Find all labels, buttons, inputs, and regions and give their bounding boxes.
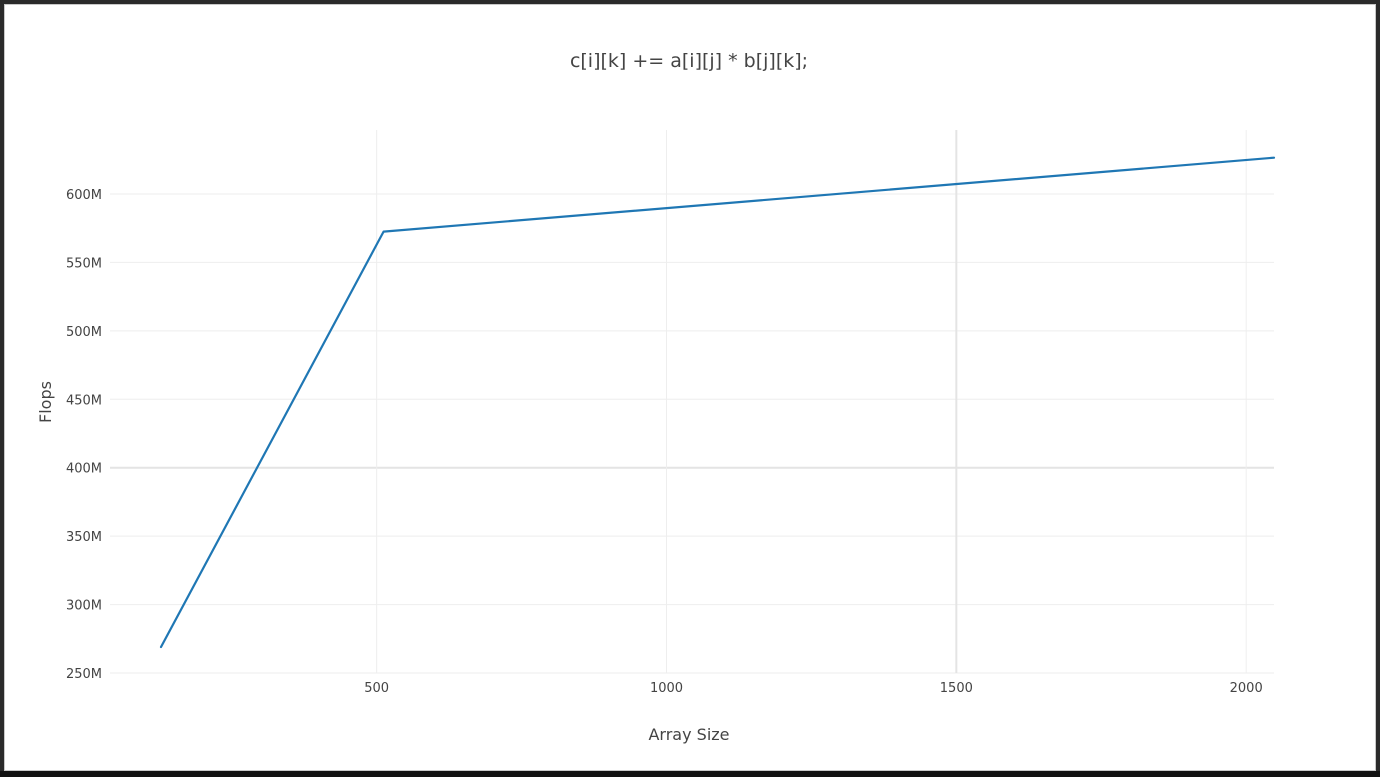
- series-line: [159, 156, 1276, 649]
- y-tick-label: 600M: [66, 188, 102, 203]
- series-layer: [159, 156, 1276, 649]
- x-tick-label: 1000: [650, 681, 683, 696]
- y-tick-label: 350M: [66, 530, 102, 545]
- x-tick-label: 1500: [940, 681, 973, 696]
- bottom-strip: [0, 771, 1380, 777]
- grid-layer: [110, 130, 1274, 674]
- x-axis-title: Array Size: [648, 725, 729, 744]
- x-tick-label: 500: [364, 681, 389, 696]
- y-tick-label: 400M: [66, 462, 102, 477]
- chart-title: c[i][k] += a[i][j] * b[j][k];: [570, 50, 808, 72]
- y-tick-label: 500M: [66, 325, 102, 340]
- x-tick-labels: 500 1000 1500 2000: [364, 681, 1262, 696]
- y-tick-label: 250M: [66, 667, 102, 682]
- chart-frame: [4, 4, 1376, 771]
- y-tick-label: 300M: [66, 599, 102, 614]
- y-axis-title: Flops: [36, 381, 55, 423]
- x-tick-label: 2000: [1230, 681, 1263, 696]
- y-tick-label: 550M: [66, 256, 102, 271]
- y-tick-labels: 250M 300M 350M 400M 450M 500M 550M 600M: [66, 188, 102, 682]
- y-tick-label: 450M: [66, 393, 102, 408]
